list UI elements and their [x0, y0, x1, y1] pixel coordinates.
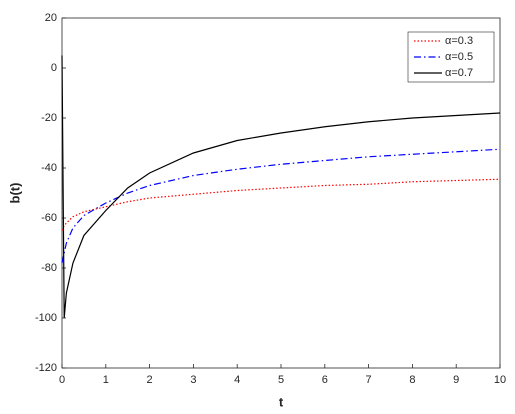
x-tick-label: 7: [366, 374, 372, 386]
y-tick-label: -40: [41, 162, 57, 174]
y-tick-label: -60: [41, 212, 57, 224]
x-tick-label: 8: [409, 374, 415, 386]
x-tick-label: 0: [59, 374, 65, 386]
x-tick-label: 4: [234, 374, 240, 386]
series-line: [61, 178, 501, 231]
x-tick-label: 9: [453, 374, 459, 386]
y-tick-label: -20: [41, 112, 57, 124]
y-tick-label: -120: [35, 362, 57, 374]
x-tick-label: 6: [322, 374, 328, 386]
legend-box: [407, 31, 495, 83]
x-tick-label: 1: [103, 374, 109, 386]
x-tick-label: 3: [190, 374, 196, 386]
x-tick-label: 2: [147, 374, 153, 386]
y-tick-label: -100: [35, 312, 57, 324]
x-tick-label: 5: [278, 374, 284, 386]
y-tick-label: 0: [51, 62, 57, 74]
y-tick-label: 20: [45, 12, 57, 24]
x-axis-label: t: [279, 394, 284, 409]
y-tick-label: -80: [41, 262, 57, 274]
x-tick-label: 10: [494, 374, 506, 386]
legend-label: α=0.3: [445, 35, 473, 47]
series-line: [61, 148, 501, 264]
series-line: [61, 55, 501, 319]
y-axis-label: b(t): [7, 183, 22, 204]
legend-label: α=0.7: [445, 67, 473, 79]
legend-label: α=0.5: [445, 51, 473, 63]
